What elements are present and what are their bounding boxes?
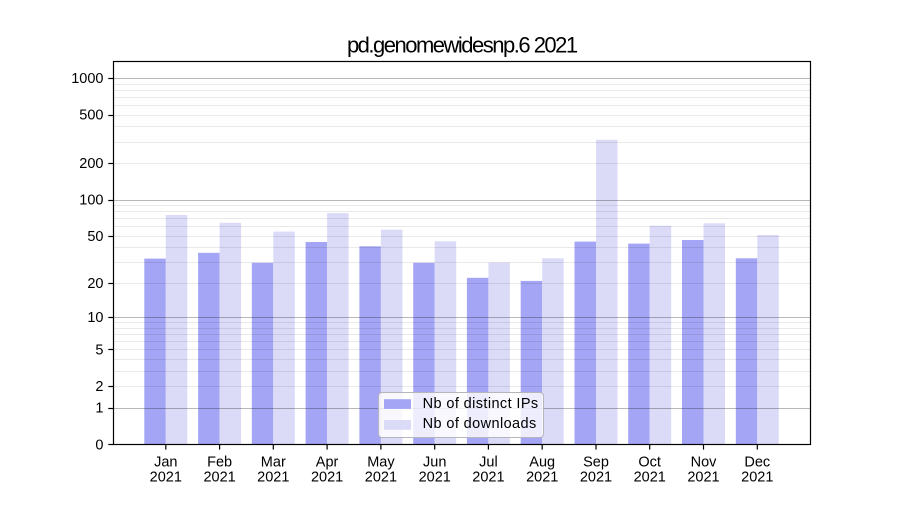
svg-text:Nov: Nov	[691, 454, 718, 470]
svg-text:10: 10	[87, 310, 103, 326]
svg-text:Dec: Dec	[744, 454, 770, 470]
svg-text:2021: 2021	[150, 470, 182, 486]
svg-text:Aug: Aug	[529, 454, 555, 470]
svg-text:2021: 2021	[580, 470, 612, 486]
svg-text:2021: 2021	[257, 470, 289, 486]
svg-text:2021: 2021	[419, 470, 451, 486]
svg-text:Sep: Sep	[583, 454, 609, 470]
svg-text:Apr: Apr	[316, 454, 339, 470]
svg-text:2: 2	[95, 379, 103, 395]
svg-text:May: May	[367, 454, 395, 470]
svg-text:200: 200	[79, 156, 103, 172]
svg-text:Jan: Jan	[154, 454, 177, 470]
svg-text:Mar: Mar	[261, 454, 286, 470]
svg-text:2021: 2021	[311, 470, 343, 486]
svg-text:500: 500	[79, 108, 103, 124]
svg-text:Jun: Jun	[423, 454, 446, 470]
svg-text:pd.genomewidesnp.6 2021: pd.genomewidesnp.6 2021	[347, 33, 578, 58]
svg-text:50: 50	[87, 229, 103, 245]
svg-text:20: 20	[87, 276, 103, 292]
svg-text:2021: 2021	[526, 470, 558, 486]
svg-text:Jul: Jul	[479, 454, 498, 470]
svg-text:0: 0	[95, 437, 103, 453]
svg-text:Nb of distinct IPs: Nb of distinct IPs	[423, 396, 539, 412]
svg-text:1: 1	[95, 401, 103, 417]
svg-text:5: 5	[95, 342, 103, 358]
svg-text:2021: 2021	[687, 470, 719, 486]
svg-text:Nb of downloads: Nb of downloads	[423, 416, 537, 432]
svg-text:Feb: Feb	[207, 454, 232, 470]
svg-text:1000: 1000	[71, 71, 103, 87]
svg-text:2021: 2021	[365, 470, 397, 486]
svg-text:Oct: Oct	[638, 454, 661, 470]
svg-text:100: 100	[79, 193, 103, 209]
svg-text:2021: 2021	[203, 470, 235, 486]
svg-text:2021: 2021	[472, 470, 504, 486]
svg-text:2021: 2021	[634, 470, 666, 486]
svg-text:2021: 2021	[741, 470, 773, 486]
